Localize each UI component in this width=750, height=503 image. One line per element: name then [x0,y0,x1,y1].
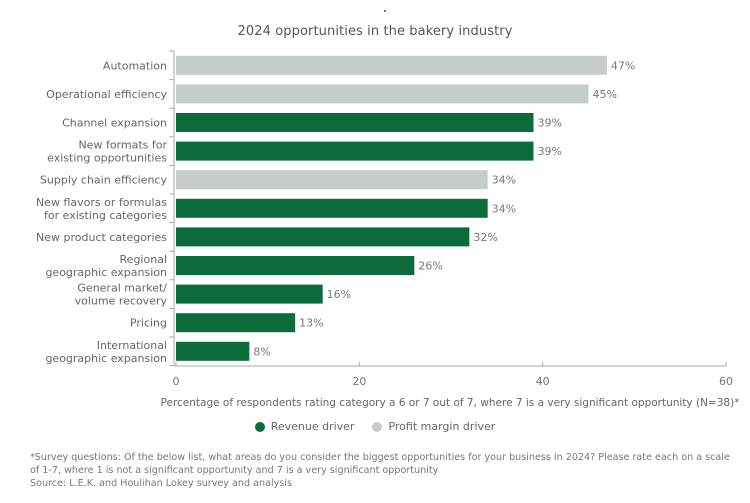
x-tick-label: 40 [536,375,550,388]
category-label-line: geographic expansion [45,352,167,365]
category-label: International geographic expansion [45,339,167,365]
value-label: 34% [492,174,516,187]
category-label-line: New formats for [78,139,167,152]
bar-revenue [176,198,488,218]
title-dot [384,10,386,12]
x-tick-label: 20 [352,375,366,388]
value-label: 8% [253,345,270,358]
category-label-line: Operational efficiency [46,88,167,101]
category-label: Channel expansion [62,117,167,130]
x-tick-label: 0 [173,375,180,388]
category-label-line: New flavors or formulas [36,196,167,209]
footnote-line-2: of 1-7, where 1 is not a significant opp… [30,465,439,476]
value-label: 39% [538,117,562,130]
category-label: General market/volume recovery [75,282,168,308]
category-label-line: geographic expansion [45,266,167,279]
value-label: 47% [611,59,635,72]
category-label: New formats for existing opportunities [47,139,167,165]
bar-profit [176,55,607,75]
category-label: New product categories [36,231,167,244]
legend-label-profit: Profit margin driver [388,420,496,433]
bar-revenue [176,313,296,333]
category-label-line: Regional [120,253,167,266]
bar-revenue [176,256,415,275]
bar-profit [176,170,488,190]
legend-swatch-revenue [254,421,265,432]
category-label: Supply chain efficiency [40,174,168,187]
category-label: Automation [103,59,167,72]
legend-label-revenue: Revenue driver [270,420,355,433]
value-label: 32% [473,231,497,244]
category-label-line: General market/ [77,282,167,295]
category-label: New flavors or formulas for existing cate… [36,196,167,222]
value-label: 16% [327,288,351,301]
chart-title: 2024 opportunities in the bakery industr… [237,24,513,39]
value-label: 13% [299,317,323,330]
value-label: 34% [492,202,516,215]
source-note: Source: L.E.K. and Houlihan Lokey survey… [30,478,292,489]
legend-item-revenue: Revenue driver [254,420,355,433]
category-label-line: Channel expansion [62,117,167,130]
legend-item-profit: Profit margin driver [372,420,495,433]
bar-revenue [176,113,534,132]
category-label: Pricing [130,317,167,330]
bar-revenue [176,284,323,304]
category-label-line: Supply chain efficiency [40,174,168,187]
category-label-line: for existing categories [44,209,167,222]
category-label-line: Pricing [130,317,167,330]
category-label-line: New product categories [36,231,167,244]
legend: Revenue driver Profit margin driver [0,420,750,433]
bar-revenue [176,141,534,161]
bar-revenue [176,341,250,361]
category-label-line: existing opportunities [47,152,167,165]
bar-profit [176,84,589,104]
x-tick-label: 60 [719,375,733,388]
category-label: Regional geographic expansion [45,253,167,279]
category-label-line: International [97,339,167,352]
footnote-line-1: *Survey questions: Of the below list, wh… [30,452,730,463]
bar-revenue [176,227,470,247]
value-label: 39% [538,145,562,158]
x-axis-label: Percentage of respondents rating categor… [160,397,740,409]
category-label-line: Automation [103,59,167,72]
category-label: Operational efficiency [46,88,167,101]
footnote: *Survey questions: Of the below list, wh… [30,451,745,490]
bar-chart: 0 20 40 60 47% Automation 45% Operational effic… [36,50,733,388]
value-label: 45% [593,88,617,101]
legend-swatch-profit [372,421,383,432]
category-label-line: volume recovery [75,295,168,308]
value-label: 26% [418,260,442,273]
